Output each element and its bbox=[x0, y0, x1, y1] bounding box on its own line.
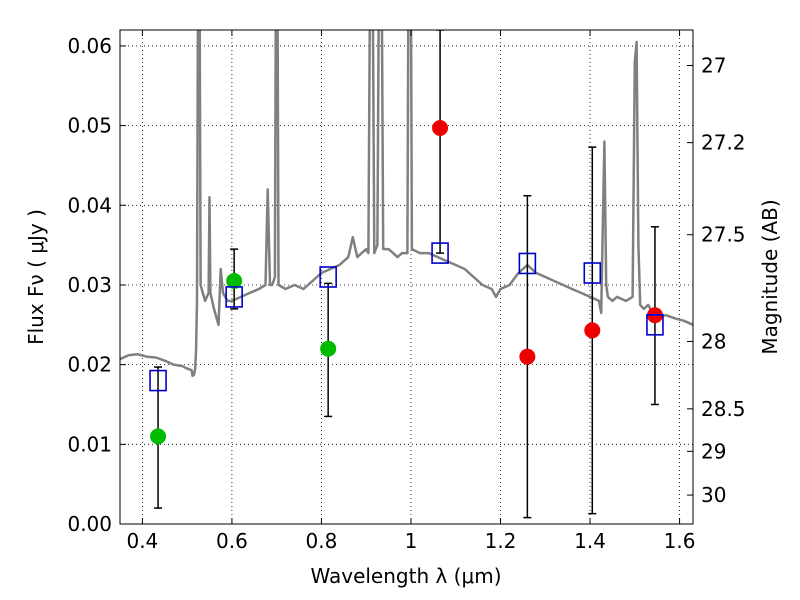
mag-tick-label: 27.5 bbox=[701, 223, 746, 247]
photometry-point bbox=[150, 428, 167, 445]
x-tick-label: 1 bbox=[405, 529, 418, 553]
mag-tick-label: 28.5 bbox=[701, 397, 746, 421]
plot-frame bbox=[119, 29, 694, 525]
model-square bbox=[225, 286, 243, 308]
model-square bbox=[518, 252, 537, 275]
photometry-point bbox=[432, 120, 449, 137]
data-layer bbox=[120, 30, 693, 519]
mag-tick-label: 28 bbox=[701, 329, 726, 353]
mag-tick-label: 30 bbox=[701, 483, 726, 507]
model-square bbox=[583, 262, 602, 284]
photometry-point bbox=[320, 340, 337, 357]
x-tick-label: 0.8 bbox=[306, 529, 338, 553]
model-square bbox=[149, 369, 167, 392]
model-square bbox=[431, 242, 449, 264]
y-tick-label: 0.00 bbox=[67, 512, 112, 536]
ticks: 0.4 0.6 0.8 1 1.2 1.4 1.6 0.00 0.01 0.02 0.03 0.04 0… bbox=[67, 30, 746, 553]
y-tick-label: 0.01 bbox=[67, 432, 112, 456]
photometry-point bbox=[519, 348, 536, 365]
x-tick-label: 0.4 bbox=[126, 529, 158, 553]
spectrum-line bbox=[120, 30, 693, 378]
mag-tick-label: 27 bbox=[701, 54, 726, 78]
y-tick-label: 0.02 bbox=[67, 353, 112, 377]
x-tick-label: 0.6 bbox=[216, 529, 248, 553]
photometry-point bbox=[226, 272, 243, 289]
y-tick-label: 0.04 bbox=[67, 193, 112, 217]
mag-tick-label: 29 bbox=[701, 439, 726, 463]
x-tick-label: 1.6 bbox=[664, 529, 696, 553]
x-axis-title: Wavelength λ (μm) bbox=[310, 564, 501, 588]
y-tick-label: 0.06 bbox=[67, 34, 112, 58]
y-tick-label: 0.05 bbox=[67, 114, 112, 138]
model-square bbox=[319, 266, 337, 288]
x-tick-label: 1.4 bbox=[574, 529, 606, 553]
y-tick-label: 0.03 bbox=[67, 273, 112, 297]
y-axis-title: Flux Fν ( μJy ) bbox=[24, 209, 48, 345]
y2-axis-title: Magnitude (AB) bbox=[758, 199, 782, 354]
mag-tick-label: 27.2 bbox=[701, 131, 746, 155]
photometry-point bbox=[584, 322, 601, 339]
x-tick-label: 1.2 bbox=[485, 529, 517, 553]
model-square bbox=[646, 314, 664, 336]
